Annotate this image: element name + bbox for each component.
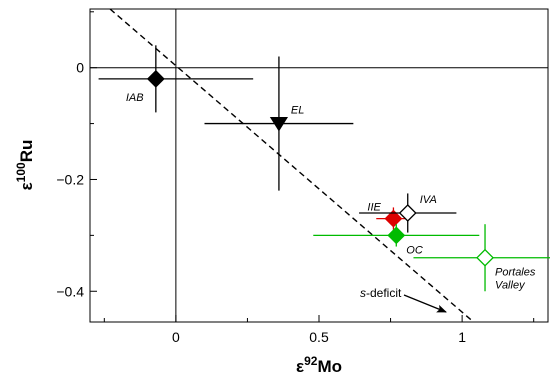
x-axis-title-base: ε <box>296 357 304 376</box>
s-deficit-label: s-deficit <box>360 286 402 300</box>
x-axis-title-rest: Mo <box>317 357 342 376</box>
s-deficit-text: -deficit <box>366 286 402 300</box>
point-iab: IAB <box>98 45 254 113</box>
y-tick-label: 0 <box>76 60 84 76</box>
point-portales-valley: Portales Valley <box>413 224 550 292</box>
x-tick-label: 0.5 <box>309 329 329 345</box>
trend-line-group <box>109 8 475 323</box>
y-axis-title-base: ε <box>17 182 36 190</box>
diamond-marker <box>398 204 417 222</box>
diamond-marker <box>146 69 165 88</box>
x-tick-label: 0 <box>172 329 180 345</box>
y-axis-ticks: 0 −0.2 −0.4 <box>56 11 97 299</box>
trend-line <box>109 8 475 323</box>
s-deficit-arrow <box>403 294 447 313</box>
point-label: IIE <box>367 202 381 214</box>
diamond-marker <box>476 248 494 267</box>
point-label: OC <box>406 244 423 256</box>
point-oc: OC <box>313 224 480 256</box>
triangle-marker <box>269 116 289 132</box>
point-label: IAB <box>126 92 144 104</box>
y-axis-title: ε100Ru <box>14 140 36 191</box>
s-deficit-annotation: s-deficit <box>360 286 447 313</box>
y-tick-label: −0.4 <box>56 283 84 299</box>
point-iva: IVA <box>359 193 457 233</box>
point-label: IVA <box>420 194 437 206</box>
point-label: EL <box>291 105 304 117</box>
plot-frame <box>89 8 549 323</box>
x-axis-ticks: 0 0.5 1 <box>103 315 535 345</box>
y-tick-label: −0.2 <box>56 171 84 187</box>
x-axis-title: ε92Mo <box>296 354 342 376</box>
s-deficit-italic: s <box>360 286 366 300</box>
data-points: IAB EL IIE IVA OC Portales Valley <box>98 45 550 292</box>
diamond-marker <box>384 209 403 228</box>
point-el: EL <box>204 56 354 191</box>
diamond-marker <box>387 226 406 245</box>
y-axis-title-rest: Ru <box>17 140 36 163</box>
reference-lines <box>90 9 548 322</box>
x-axis-title-sup: 92 <box>304 354 318 368</box>
x-tick-label: 1 <box>458 329 466 345</box>
y-axis-title-sup: 100 <box>14 162 28 182</box>
point-label: Portales Valley <box>495 267 536 292</box>
